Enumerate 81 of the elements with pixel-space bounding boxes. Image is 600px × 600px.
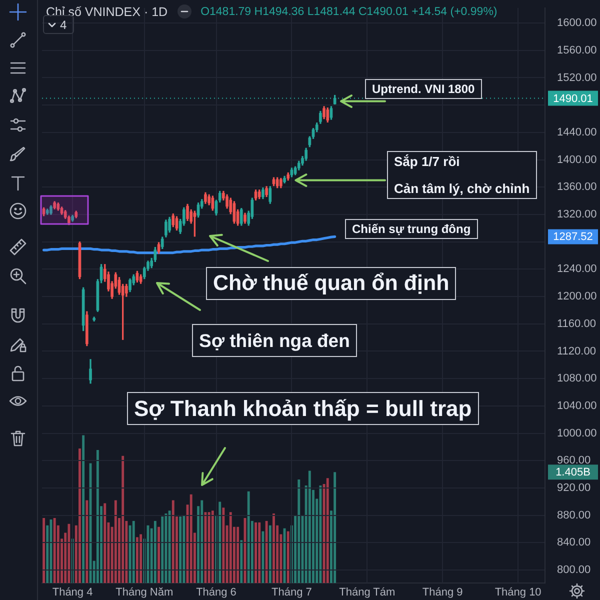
bar	[82, 435, 85, 583]
bar	[132, 520, 135, 583]
bar	[298, 480, 300, 583]
y-tick-label: 1200.00	[557, 290, 597, 303]
bar	[154, 520, 156, 583]
bar	[140, 534, 142, 583]
x-tick-label: Tháng 4	[52, 586, 93, 599]
bar	[272, 514, 275, 583]
text: 1287.52	[553, 231, 593, 244]
y-tick-label: 1440.00	[557, 126, 597, 138]
y-tick-label: 840.00	[557, 536, 591, 549]
bar	[158, 526, 160, 583]
y-tick-label: 1360.00	[557, 181, 597, 194]
bar	[265, 520, 268, 583]
bar	[334, 472, 336, 583]
x-tick-label: Tháng Năm	[116, 586, 174, 599]
bar	[122, 456, 124, 583]
bar	[161, 516, 164, 583]
bar	[86, 500, 88, 583]
annotation: Sợ Thanh khoản thấp = bull trap	[134, 395, 472, 422]
bar	[308, 470, 311, 583]
bar	[164, 514, 168, 583]
y-tick-label: 1000.00	[557, 427, 597, 440]
bar	[211, 510, 214, 583]
bar	[104, 503, 106, 583]
bar	[42, 518, 46, 583]
x-tick-label: Tháng 7	[272, 586, 312, 599]
y-tick-label: 880.00	[557, 509, 591, 522]
annotation: Cản tâm lý, chờ chỉnh	[394, 181, 530, 196]
bar	[136, 537, 138, 583]
bar	[222, 508, 225, 583]
bar	[247, 491, 250, 583]
bar	[168, 510, 171, 583]
y-tick-label: 1240.00	[557, 263, 597, 276]
y-tick-label: 1400.00	[557, 154, 597, 166]
text: 1.405B	[556, 466, 590, 479]
bar	[254, 522, 257, 583]
annotation: Sợ thiên nga đen	[199, 329, 350, 353]
bar	[172, 500, 174, 583]
bar	[319, 485, 322, 583]
bar	[78, 448, 81, 583]
y-tick-label: 960.00	[557, 454, 591, 467]
bar	[96, 450, 99, 583]
bar	[229, 512, 232, 583]
bar	[262, 531, 264, 583]
bar	[258, 522, 261, 583]
bar	[179, 516, 182, 583]
annotation: Chiến sự trung đông	[352, 222, 471, 236]
y-tick-label: 1320.00	[557, 208, 597, 221]
bar	[53, 518, 56, 583]
y-tick-label: 1120.00	[557, 345, 596, 358]
y-tick-label: 1080.00	[557, 372, 597, 385]
y-tick-label: 800.00	[557, 564, 591, 576]
bar	[236, 526, 240, 583]
y-tick-label: 1600.00	[557, 17, 597, 30]
bar	[286, 531, 290, 583]
bar	[240, 540, 243, 583]
bar	[218, 502, 222, 583]
bar	[208, 512, 210, 583]
bar	[190, 494, 192, 583]
y-tick-label: 1160.00	[557, 318, 596, 330]
annotation: Uptrend. VNI 1800	[372, 82, 475, 96]
x-tick-label: Tháng Tám	[339, 586, 396, 599]
bar	[182, 515, 186, 583]
x-tick-label: Tháng 10	[494, 586, 542, 599]
annotation: Chờ thuế quan ổn định	[213, 270, 450, 297]
x-tick-label: Tháng 6	[196, 586, 236, 599]
bar	[200, 500, 204, 583]
bar	[114, 500, 117, 583]
ref-line-label: 1490.01	[553, 92, 593, 105]
x-tick-label: Tháng 9	[422, 586, 463, 599]
y-tick-label: 1040.00	[557, 400, 597, 412]
annotation: 4	[60, 18, 67, 32]
y-tick-label: 920.00	[557, 482, 591, 494]
y-tick-label: 1520.00	[557, 72, 597, 84]
bar	[68, 524, 70, 583]
bar	[326, 478, 329, 583]
annotation: Sắp 1/7 rồi	[394, 154, 461, 169]
chart-subtitle: O1481.79 H1494.36 L1481.44 C1490.01 +14.54 (+0.99%)	[200, 6, 498, 18]
bar	[268, 525, 272, 583]
y-tick-label: 1560.00	[557, 44, 597, 56]
